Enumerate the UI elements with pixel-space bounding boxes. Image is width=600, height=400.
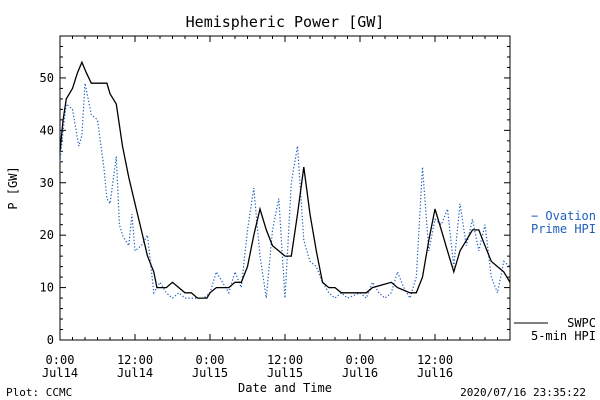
x-tick-day-label: Jul16 [417, 366, 453, 380]
legend-swpc: SWPC 5-min HPI [514, 316, 596, 343]
x-tick-time-label: 0:00 [196, 353, 225, 367]
plot-area [59, 35, 511, 341]
footer-plot-source: Plot: CCMC [6, 386, 72, 399]
series-ovation-prime-line [59, 83, 511, 300]
x-axis-ticks: 0:00Jul1412:00Jul140:00Jul1512:00Jul150:… [42, 36, 453, 380]
minor-ticks [60, 35, 510, 340]
x-tick-day-label: Jul14 [117, 366, 153, 380]
x-tick-time-label: 12:00 [267, 353, 303, 367]
footer-timestamp: 2020/07/16 23:35:22 [460, 386, 586, 399]
x-tick-day-label: Jul15 [192, 366, 228, 380]
legend-swpc-line2: 5-min HPI [531, 329, 596, 343]
legend-ovation-line1: − Ovation [531, 209, 596, 223]
y-tick-label: 40 [40, 123, 54, 137]
y-tick-label: 50 [40, 71, 54, 85]
y-tick-label: 10 [40, 281, 54, 295]
x-tick-time-label: 12:00 [117, 353, 153, 367]
x-tick-time-label: 0:00 [46, 353, 75, 367]
legend-ovation-line2: Prime HPI [531, 222, 596, 236]
y-tick-label: 20 [40, 228, 54, 242]
y-tick-label: 0 [47, 333, 54, 347]
legend-ovation-prime: − Ovation Prime HPI [531, 209, 596, 236]
y-axis-ticks: 0 10 20 30 40 50 [40, 71, 510, 347]
y-tick-label: 30 [40, 176, 54, 190]
chart-title: Hemispheric Power [GW] [186, 13, 385, 31]
x-axis-label: Date and Time [238, 381, 332, 395]
legend-swpc-line1: SWPC [567, 316, 596, 330]
x-tick-time-label: 0:00 [346, 353, 375, 367]
series-swpc-line [59, 60, 511, 299]
x-tick-day-label: Jul16 [342, 366, 378, 380]
y-axis-label: P [GW] [6, 166, 20, 209]
x-tick-day-label: Jul15 [267, 366, 303, 380]
x-tick-time-label: 12:00 [417, 353, 453, 367]
x-tick-day-label: Jul14 [42, 366, 78, 380]
